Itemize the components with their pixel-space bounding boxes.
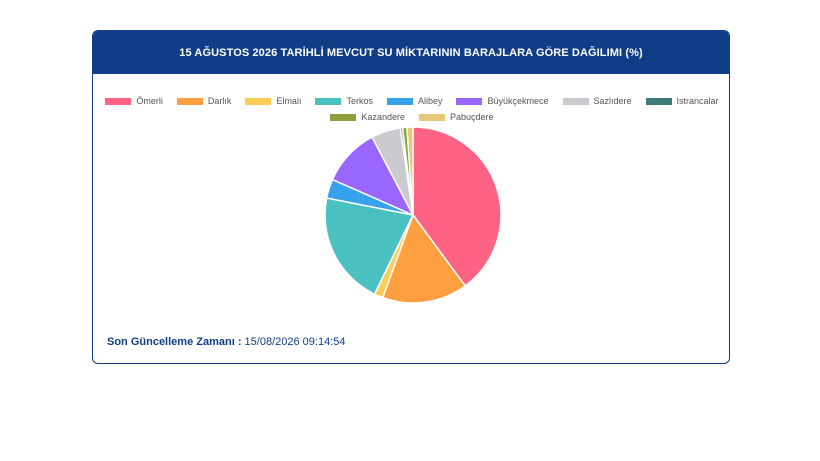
legend-row: Kazandere Pabuçdere — [93, 109, 729, 125]
legend-swatch — [645, 97, 672, 105]
legend-swatch — [105, 97, 132, 105]
legend-item[interactable]: Alibey — [386, 96, 443, 106]
legend-swatch — [176, 97, 203, 105]
card-header: 15 AĞUSTOS 2026 TARİHLİ MEVCUT SU MİKTAR… — [93, 31, 729, 74]
legend-swatch — [245, 97, 272, 105]
pie-chart — [324, 126, 502, 304]
legend-swatch — [386, 97, 413, 105]
pie-slice[interactable] — [412, 126, 502, 287]
legend-swatch — [562, 97, 589, 105]
legend-row: Ömerli Darlık Elmalı Terkos Alibey Büyükçekme… — [93, 93, 729, 109]
legend-swatch — [315, 97, 342, 105]
legend-item[interactable]: Terkos — [315, 96, 373, 106]
legend-item[interactable]: Ömerli — [105, 96, 163, 106]
legend-label: Pabuçdere — [450, 112, 494, 122]
legend-item[interactable]: Büyükçekmece — [456, 96, 549, 106]
pie-slice[interactable] — [406, 126, 414, 216]
last-update-label: Son Güncelleme Zamanı : — [107, 336, 242, 348]
legend-item[interactable]: Elmalı — [245, 96, 301, 106]
legend-label: Sazlıdere — [593, 96, 632, 106]
legend-label: Darlık — [207, 96, 232, 106]
chart-card: 15 AĞUSTOS 2026 TARİHLİ MEVCUT SU MİKTAR… — [92, 30, 730, 364]
legend-label: Terkos — [346, 96, 373, 106]
pie-slice[interactable] — [324, 197, 415, 296]
legend-swatch — [330, 113, 357, 121]
legend-label: Elmalı — [276, 96, 302, 106]
chart-title: 15 AĞUSTOS 2026 TARİHLİ MEVCUT SU MİKTAR… — [179, 46, 643, 59]
legend-label: Büyükçekmece — [487, 96, 549, 106]
last-update-value: 15/08/2026 09:14:54 — [244, 336, 346, 348]
legend-item[interactable]: Kazandere — [330, 112, 405, 122]
last-update: Son Güncelleme Zamanı : 15/08/2026 09:14… — [107, 336, 345, 348]
legend-swatch — [419, 113, 445, 121]
legend-item[interactable]: Pabuçdere — [419, 112, 494, 122]
legend-label: Ömerli — [136, 96, 163, 106]
legend-item[interactable]: Darlık — [176, 96, 232, 106]
chart-legend: Ömerli Darlık Elmalı Terkos Alibey Büyükçekme… — [93, 93, 729, 125]
pie-slice[interactable] — [381, 213, 467, 304]
legend-item[interactable]: Sazlıdere — [562, 96, 632, 106]
legend-label: Istrancalar — [676, 96, 719, 106]
legend-item[interactable]: Istrancalar — [645, 96, 719, 106]
legend-swatch — [456, 97, 483, 105]
legend-label: Kazandere — [361, 112, 405, 122]
legend-label: Alibey — [417, 96, 443, 106]
